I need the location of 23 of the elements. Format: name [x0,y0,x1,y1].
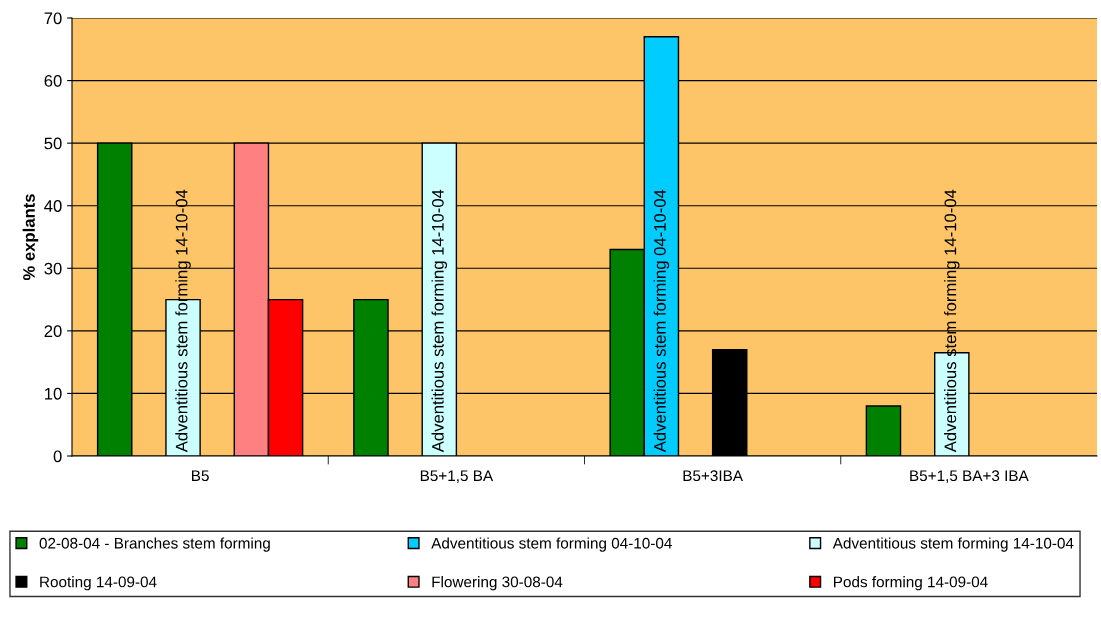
y-tick-label: 70 [44,12,62,25]
y-tick-label: 50 [44,137,62,150]
legend-label: Pods forming 14-09-04 [834,576,988,591]
data-label: Adventitious stem forming 14-10-04 [944,189,960,453]
legend-label: Adventitious stem forming 14-10-04 [832,537,1074,552]
y-tick-label: 0 [53,450,62,463]
legend-label: Flowering 30-08-04 [432,576,563,591]
y-tick-label: 30 [44,262,62,275]
y-tick-label: 10 [45,387,62,400]
y-tick-label: 40 [44,200,62,212]
data-label: Adventitious stem forming 14-10-04 [175,189,191,453]
legend-label: Rooting 14-09-04 [40,576,157,591]
y-tick-label: 60 [44,74,62,87]
data-label: Adventitious stem forming 04-10-04 [653,189,670,453]
x-tick-label: B5 [192,470,209,482]
y-axis-title: % explants [22,194,39,281]
x-tick-label: B5+1,5 BA [420,470,494,483]
data-label: Adventitious stem forming 14-10-04 [431,189,448,453]
x-tick-label: B5+1,5 BA+3 IBA [910,470,1029,483]
y-tick-label: 20 [44,325,62,338]
legend-label: 02-08-04 - Branches stem forming [39,537,270,552]
legend-label: Adventitious stem forming 04-10-04 [431,537,672,552]
x-tick-label: B5+3IBA [683,470,743,482]
